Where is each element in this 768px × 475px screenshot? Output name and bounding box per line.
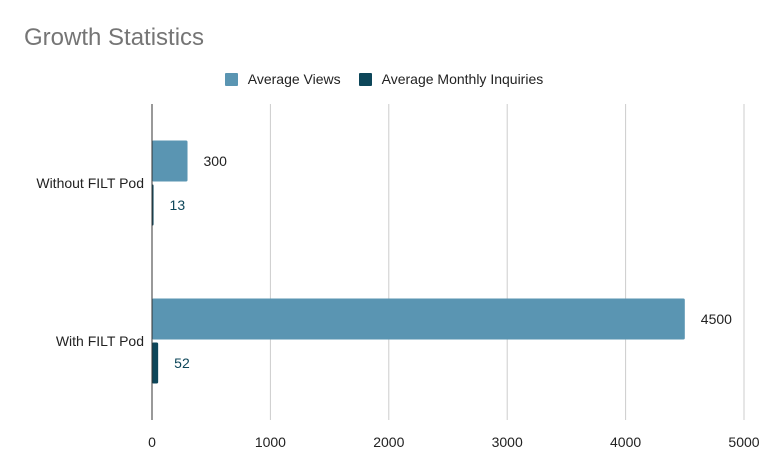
legend-item-average-monthly-inquiries: Average Monthly Inquiries bbox=[358, 71, 544, 87]
x-tick-label: 1000 bbox=[255, 434, 286, 450]
legend-item-average-views: Average Views bbox=[224, 71, 341, 87]
x-tick-label: 5000 bbox=[728, 434, 759, 450]
data-label: 300 bbox=[204, 153, 228, 169]
bar bbox=[152, 342, 159, 384]
x-tick-label: 0 bbox=[148, 434, 156, 450]
x-tick-label: 4000 bbox=[610, 434, 641, 450]
legend-label: Average Views bbox=[247, 71, 341, 87]
category-label: Without FILT Pod bbox=[36, 175, 144, 191]
chart-title: Growth Statistics bbox=[24, 24, 205, 51]
data-label: 13 bbox=[170, 197, 186, 213]
x-tick-label: 2000 bbox=[373, 434, 404, 450]
bar bbox=[152, 140, 188, 182]
x-tick-label: 3000 bbox=[492, 434, 523, 450]
data-label: 52 bbox=[174, 355, 190, 371]
legend-label: Average Monthly Inquiries bbox=[381, 71, 544, 87]
legend: Average Views Average Monthly Inquiries bbox=[0, 68, 768, 90]
legend-swatch bbox=[224, 72, 238, 86]
legend-swatch bbox=[358, 72, 372, 86]
data-label: 4500 bbox=[701, 311, 732, 327]
category-label: With FILT Pod bbox=[56, 333, 144, 349]
bar bbox=[152, 298, 685, 340]
